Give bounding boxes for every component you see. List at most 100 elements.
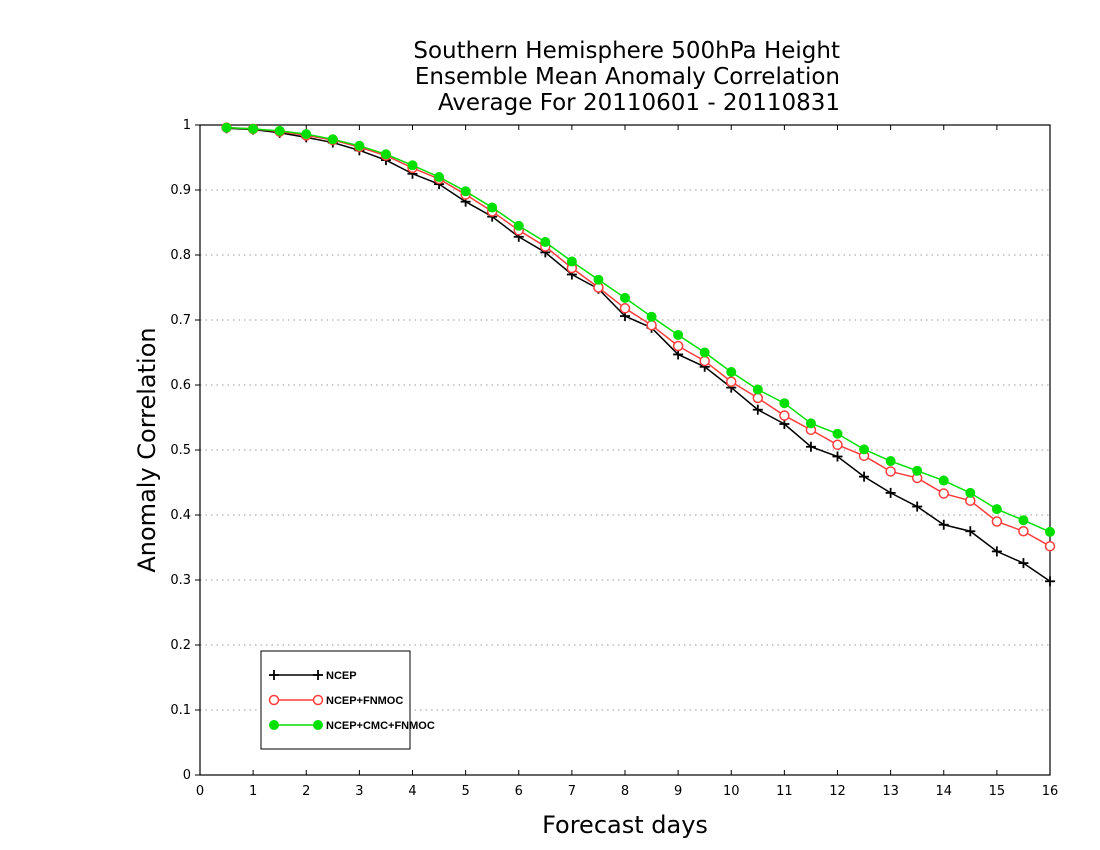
x-tick-label: 0 [196,784,204,799]
data-point [752,384,763,395]
data-point [885,456,896,467]
x-tick-label: 2 [302,784,310,799]
data-point [805,441,816,452]
legend-marker-left [268,694,280,706]
legend-marker-2 [269,720,323,730]
data-point [726,367,737,377]
y-tick-label: 1 [183,118,191,133]
data-point [912,501,923,512]
x-tick-label: 15 [989,784,1006,799]
legend-box [260,650,411,750]
data-point [885,466,896,477]
x-axis-title: Forecast days [542,811,708,839]
axis-ticks: 00.10.20.30.40.50.60.70.80.910 1 2 3 4 5 6 7 8 9 1… [170,118,1058,799]
data-point [885,487,896,498]
data-point [859,444,870,455]
data-point [540,237,551,247]
data-point [646,319,657,331]
data-point [221,122,232,133]
data-point [779,398,790,409]
x-tick-label: 14 [935,784,952,799]
data-point [991,516,1003,527]
data-point [832,451,843,462]
data-point [1018,526,1029,537]
y-tick-label: 0.1 [170,703,191,718]
data-point [752,404,763,415]
legend-item-0: NCEP [269,670,357,682]
x-tick-label: 5 [461,784,469,799]
legend: NCEP NCEP+FNMOC NCEP+CMC+FNMOC [260,650,435,750]
x-tick-label: 3 [355,784,363,799]
legend-marker-0 [269,670,323,680]
data-point [752,392,764,404]
data-point [301,129,312,140]
data-point [1045,526,1055,537]
data-point [619,303,631,314]
data-point [859,471,870,482]
legend-marker-left [269,720,279,730]
data-point [1045,576,1055,587]
data-point [726,376,737,387]
data-point [513,220,524,231]
series-line-2 [226,126,1051,533]
x-tick-label: 9 [674,784,682,799]
data-point [832,439,843,451]
data-point [699,355,710,367]
y-axis-title: Anomaly Correlation [133,327,161,572]
data-point [805,418,816,429]
series-lines [221,122,1056,587]
legend-marker-right [312,694,324,706]
data-point [779,410,790,421]
x-tick-label: 13 [882,784,899,799]
data-point [912,465,923,476]
data-point [646,311,657,322]
y-tick-label: 0.5 [170,443,191,458]
data-point [991,504,1002,515]
data-point [354,140,365,151]
data-point [407,160,418,171]
legend-marker-left [269,670,279,680]
x-tick-label: 4 [408,784,416,799]
x-tick-label: 12 [829,784,846,799]
y-tick-label: 0.2 [170,638,191,653]
y-tick-label: 0.4 [170,508,191,523]
series-line-0 [226,127,1051,582]
y-tick-label: 0 [183,768,191,783]
x-tick-label: 7 [568,784,576,799]
data-point [938,475,949,486]
series-0 [221,123,1055,587]
data-point [487,202,498,213]
x-tick-label: 1 [249,784,257,799]
y-tick-label: 0.3 [170,573,191,588]
data-point [434,172,445,182]
chart-title-line-1: Southern Hemisphere 500hPa Height [413,38,840,64]
data-point [832,428,843,439]
data-point [248,123,259,134]
data-point [991,546,1002,557]
series-2 [221,122,1055,537]
x-tick-label: 8 [621,784,629,799]
y-tick-label: 0.8 [170,248,191,263]
data-point [965,487,976,498]
x-tick-label: 6 [515,784,523,799]
chart-title-line-3: Average For 20110601 - 20110831 [437,90,840,116]
data-point [1018,515,1029,526]
data-point [380,149,391,160]
x-tick-label: 10 [723,784,740,799]
legend-label-2: NCEP+CMC+FNMOC [326,720,435,732]
data-point [965,526,976,537]
data-point [938,519,949,530]
data-point [1044,540,1056,552]
data-point [1018,558,1029,569]
data-point [938,488,949,499]
y-tick-label: 0.6 [170,378,191,393]
data-point [274,125,285,136]
data-point [673,329,684,340]
legend-label-0: NCEP [326,670,357,682]
data-point [460,186,471,197]
series-1 [221,122,1056,552]
data-point [699,347,710,358]
x-tick-label: 16 [1042,784,1059,799]
data-point [327,134,338,145]
